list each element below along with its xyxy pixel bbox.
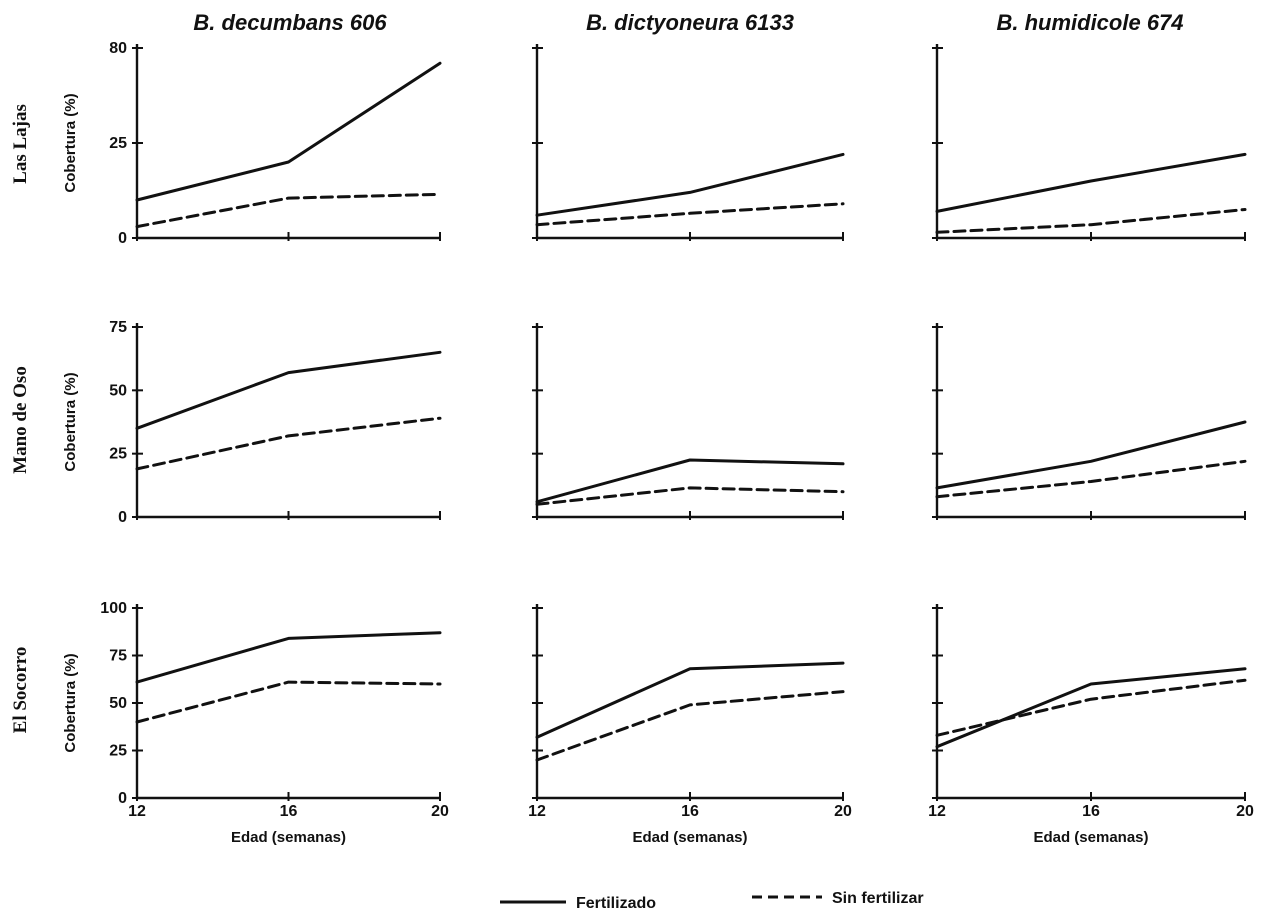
- series-sin-fertilizar-line: [535, 486, 845, 506]
- y-axis-label: Cobertura (%): [62, 372, 79, 471]
- panel-mano-de-oso-humidicole: [932, 323, 1247, 520]
- y-tick-label: 75: [109, 648, 127, 665]
- row-title-mano-de-oso: Mano de Oso: [10, 366, 31, 474]
- panel-las-lajas-decumbans: 0 25 80 Cobertura (%): [62, 40, 442, 247]
- series-sin-fertilizar-line: [935, 459, 1247, 499]
- y-tick-label: 25: [109, 446, 127, 463]
- x-tick-label: 20: [834, 803, 852, 820]
- x-tick-label: 12: [928, 803, 946, 820]
- x-axis-label: Edad (semanas): [231, 829, 346, 846]
- axes-el-socorro-dictyoneura: [535, 604, 843, 800]
- series-sin-fertilizar-line: [135, 192, 442, 229]
- x-tick-label: 16: [1082, 803, 1100, 820]
- column-title-dictyoneura: B. dictyoneura 6133: [586, 10, 794, 35]
- x-axis-label: Edad (semanas): [632, 829, 747, 846]
- y-tick-label: 25: [109, 743, 127, 760]
- series-fertilizado-line: [135, 350, 442, 430]
- axes-mano-de-oso-humidicole: [935, 323, 1245, 519]
- legend: Fertilizado Sin fertilizar: [500, 890, 924, 912]
- x-tick-label: 12: [528, 803, 546, 820]
- series-sin-fertilizar-line: [535, 690, 845, 762]
- panel-mano-de-oso-decumbans: 0 25 50 75 Cobertura (%): [62, 319, 442, 526]
- row-title-las-lajas: Las Lajas: [10, 104, 31, 184]
- column-title-humidicole: B. humidicole 674: [996, 10, 1183, 35]
- x-tick-label: 20: [1236, 803, 1254, 820]
- x-tick-label: 16: [681, 803, 699, 820]
- panel-el-socorro-dictyoneura: 12 16 20 Edad (semanas): [528, 604, 852, 846]
- legend-unfertilized-label: Sin fertilizar: [832, 890, 924, 907]
- series-fertilizado-line: [935, 152, 1247, 213]
- panel-grid: 0 25 80 Cobertura (%) 0 25 50 75 Cobertura (%) 0 2…: [62, 40, 1254, 846]
- panel-las-lajas-dictyoneura: [532, 44, 845, 241]
- row-title-el-socorro: El Socorro: [10, 647, 31, 734]
- series-sin-fertilizar-line: [935, 208, 1247, 234]
- y-axis-label: Cobertura (%): [62, 93, 79, 192]
- series-sin-fertilizar-line: [535, 202, 845, 227]
- axes-las-lajas-decumbans: [135, 44, 440, 240]
- series-fertilizado-line: [135, 631, 442, 684]
- y-tick-label: 50: [109, 382, 127, 399]
- series-sin-fertilizar-line: [135, 680, 442, 724]
- x-tick-label: 20: [431, 803, 449, 820]
- series-fertilizado-line: [535, 661, 845, 739]
- column-title-decumbens: B. decumbans 606: [193, 10, 387, 35]
- y-tick-label: 0: [118, 230, 127, 247]
- series-fertilizado-line: [935, 667, 1247, 749]
- axes-el-socorro-humidicole: [935, 604, 1245, 800]
- x-tick-label: 12: [128, 803, 146, 820]
- y-tick-label: 100: [100, 600, 127, 617]
- y-tick-label: 0: [118, 790, 127, 807]
- panel-el-socorro-humidicole: 12 16 20 Edad (semanas): [928, 604, 1254, 846]
- panel-las-lajas-humidicole: [932, 44, 1247, 241]
- y-tick-label: 50: [109, 695, 127, 712]
- y-tick-label: 75: [109, 319, 127, 336]
- y-tick-label: 80: [109, 40, 127, 57]
- y-tick-label: 0: [118, 509, 127, 526]
- series-sin-fertilizar-line: [935, 678, 1247, 737]
- x-tick-label: 16: [280, 803, 298, 820]
- series-fertilizado-line: [135, 61, 442, 202]
- y-tick-label: 25: [109, 135, 127, 152]
- series-fertilizado-line: [535, 458, 845, 504]
- series-sin-fertilizar-line: [135, 416, 442, 471]
- series-fertilizado-line: [535, 152, 845, 217]
- x-axis-label: Edad (semanas): [1033, 829, 1148, 846]
- axes-las-lajas-humidicole: [935, 44, 1245, 240]
- panel-mano-de-oso-dictyoneura: [532, 323, 845, 520]
- legend-fertilized-label: Fertilizado: [576, 895, 656, 912]
- series-fertilizado-line: [935, 420, 1247, 490]
- axes-mano-de-oso-decumbans: [135, 323, 440, 519]
- y-axis-label: Cobertura (%): [62, 653, 79, 752]
- panel-el-socorro-decumbans: 0 25 50 75 100 12 16 20 Cobertura (%) Edad (seman…: [62, 600, 449, 846]
